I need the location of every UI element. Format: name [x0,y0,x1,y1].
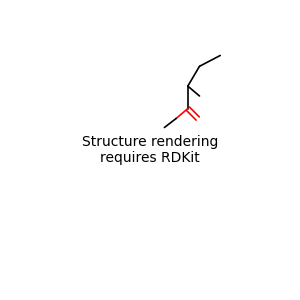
Text: Structure rendering
requires RDKit: Structure rendering requires RDKit [82,135,218,165]
